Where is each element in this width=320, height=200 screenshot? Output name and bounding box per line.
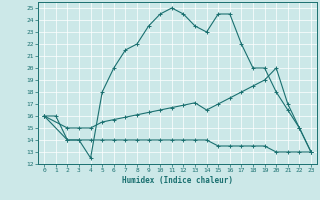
- X-axis label: Humidex (Indice chaleur): Humidex (Indice chaleur): [122, 176, 233, 185]
